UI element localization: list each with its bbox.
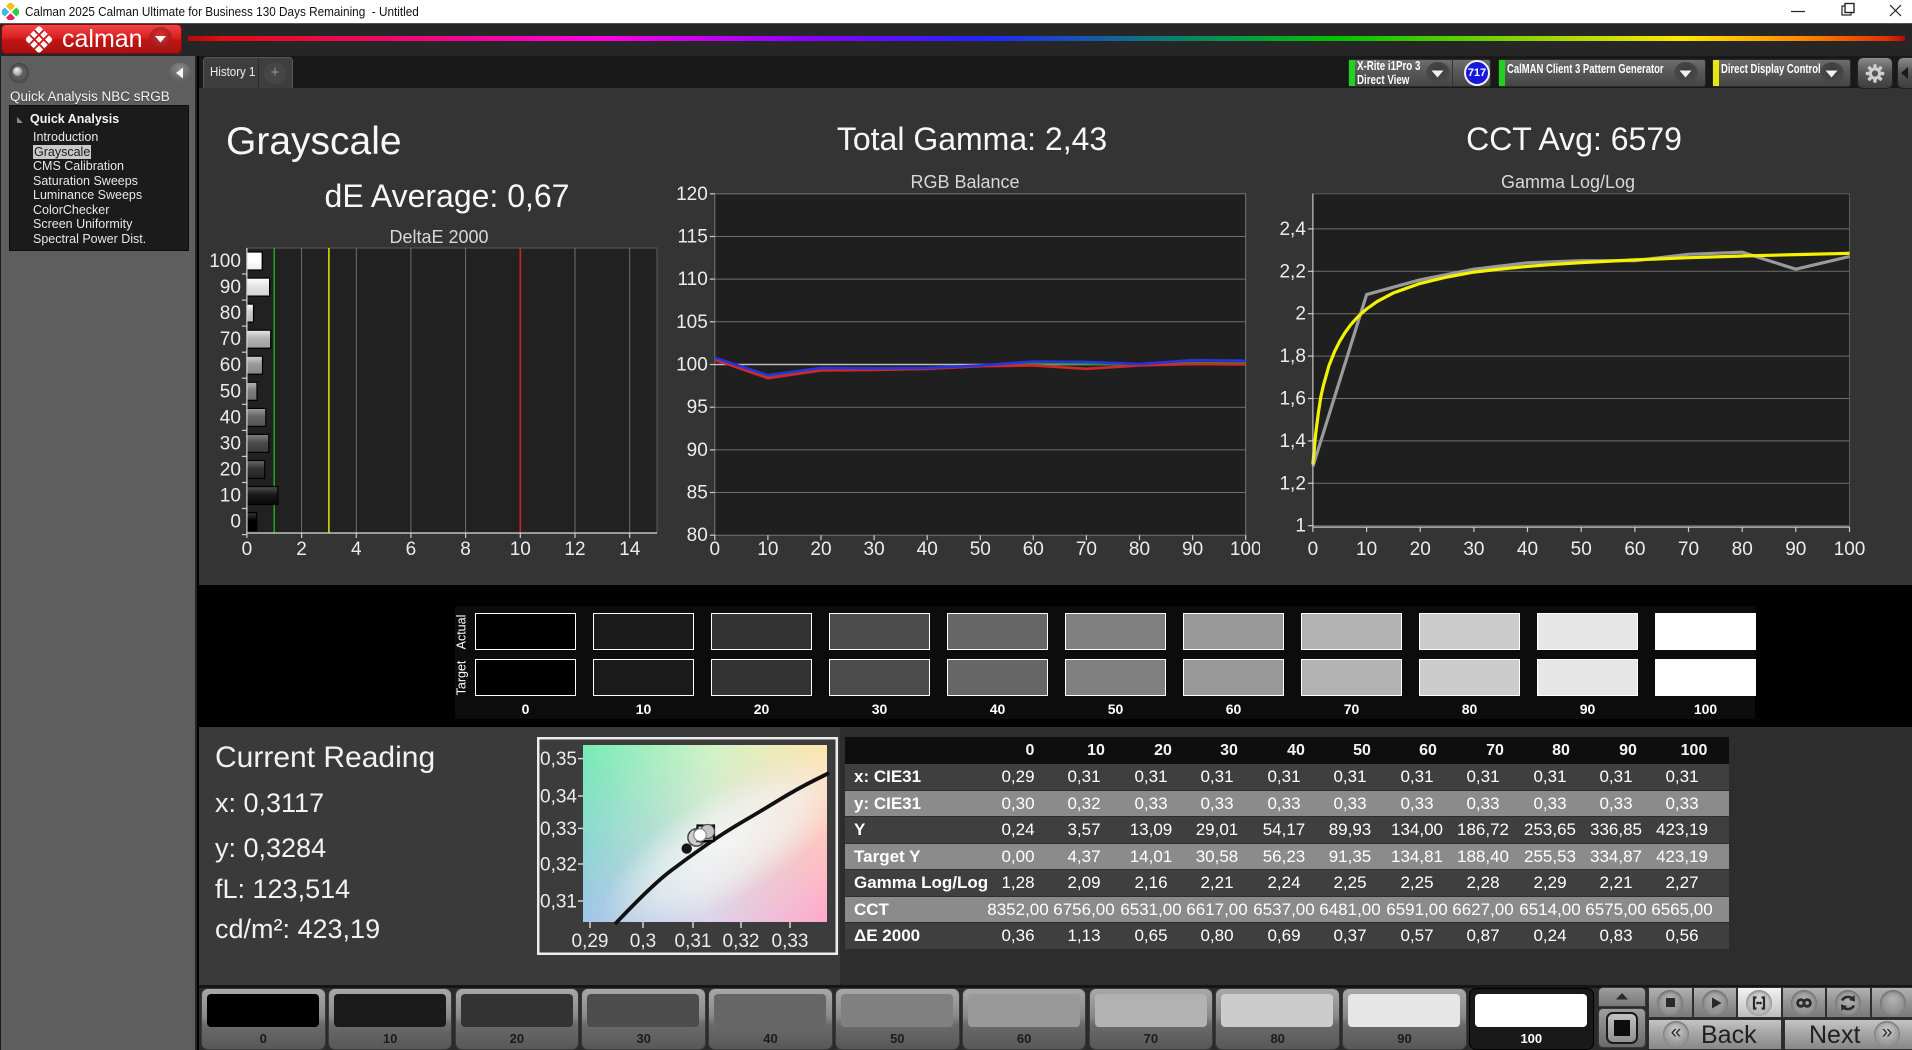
svg-text:2: 2 — [1295, 304, 1306, 325]
svg-text:80: 80 — [220, 303, 241, 324]
svg-text:90: 90 — [1785, 539, 1806, 557]
svg-text:1,8: 1,8 — [1279, 346, 1305, 367]
svg-text:2,4: 2,4 — [1279, 219, 1306, 240]
svg-text:105: 105 — [676, 312, 708, 333]
svg-text:12: 12 — [564, 539, 585, 560]
svg-text:0,35: 0,35 — [540, 749, 577, 770]
svg-text:0: 0 — [230, 512, 241, 533]
svg-text:1,2: 1,2 — [1279, 473, 1305, 494]
svg-text:40: 40 — [1517, 539, 1538, 557]
svg-text:10: 10 — [220, 486, 241, 507]
svg-text:100: 100 — [1230, 539, 1260, 557]
svg-text:90: 90 — [220, 277, 241, 298]
svg-text:0,3: 0,3 — [630, 931, 656, 952]
svg-text:0,31: 0,31 — [540, 892, 577, 913]
svg-text:0,31: 0,31 — [675, 931, 712, 952]
svg-text:30: 30 — [220, 433, 241, 454]
svg-text:1,6: 1,6 — [1279, 389, 1305, 410]
svg-text:40: 40 — [917, 539, 938, 557]
svg-text:20: 20 — [1410, 539, 1431, 557]
svg-text:0: 0 — [1308, 539, 1319, 557]
svg-text:0,33: 0,33 — [540, 819, 577, 840]
svg-text:10: 10 — [757, 539, 778, 557]
svg-text:10: 10 — [1356, 539, 1377, 557]
svg-text:85: 85 — [687, 483, 708, 504]
svg-text:60: 60 — [1624, 539, 1645, 557]
svg-text:4: 4 — [351, 539, 362, 560]
svg-text:100: 100 — [1834, 539, 1866, 557]
svg-text:115: 115 — [678, 227, 708, 248]
svg-text:0,33: 0,33 — [772, 931, 809, 952]
svg-text:20: 20 — [810, 539, 831, 557]
svg-text:70: 70 — [1076, 539, 1097, 557]
svg-text:30: 30 — [864, 539, 885, 557]
svg-text:80: 80 — [1129, 539, 1150, 557]
svg-text:6: 6 — [406, 539, 417, 560]
svg-text:90: 90 — [1182, 539, 1203, 557]
svg-text:14: 14 — [619, 539, 641, 560]
svg-text:50: 50 — [970, 539, 991, 557]
svg-text:80: 80 — [687, 525, 708, 546]
svg-text:80: 80 — [1732, 539, 1753, 557]
svg-text:100: 100 — [676, 355, 708, 376]
svg-text:70: 70 — [220, 329, 241, 350]
svg-text:0: 0 — [710, 539, 721, 557]
svg-text:0: 0 — [242, 539, 253, 560]
svg-text:60: 60 — [220, 355, 241, 376]
svg-text:30: 30 — [1463, 539, 1484, 557]
svg-text:1: 1 — [1295, 516, 1306, 537]
svg-text:0,34: 0,34 — [540, 787, 577, 808]
svg-text:100: 100 — [209, 251, 241, 272]
svg-text:50: 50 — [220, 381, 241, 402]
svg-text:120: 120 — [676, 185, 708, 205]
svg-text:0,29: 0,29 — [572, 931, 609, 952]
svg-text:0,32: 0,32 — [723, 931, 760, 952]
svg-text:2,2: 2,2 — [1279, 261, 1305, 282]
svg-text:20: 20 — [220, 460, 241, 481]
svg-text:8: 8 — [460, 539, 471, 560]
svg-text:95: 95 — [687, 397, 708, 418]
svg-text:90: 90 — [687, 440, 708, 461]
svg-text:50: 50 — [1571, 539, 1592, 557]
svg-text:60: 60 — [1023, 539, 1044, 557]
svg-text:2: 2 — [296, 539, 307, 560]
svg-text:1,4: 1,4 — [1279, 431, 1306, 452]
svg-text:110: 110 — [678, 269, 708, 290]
svg-text:10: 10 — [510, 539, 531, 560]
svg-text:70: 70 — [1678, 539, 1699, 557]
svg-text:40: 40 — [220, 407, 241, 428]
svg-text:0,32: 0,32 — [540, 855, 577, 876]
